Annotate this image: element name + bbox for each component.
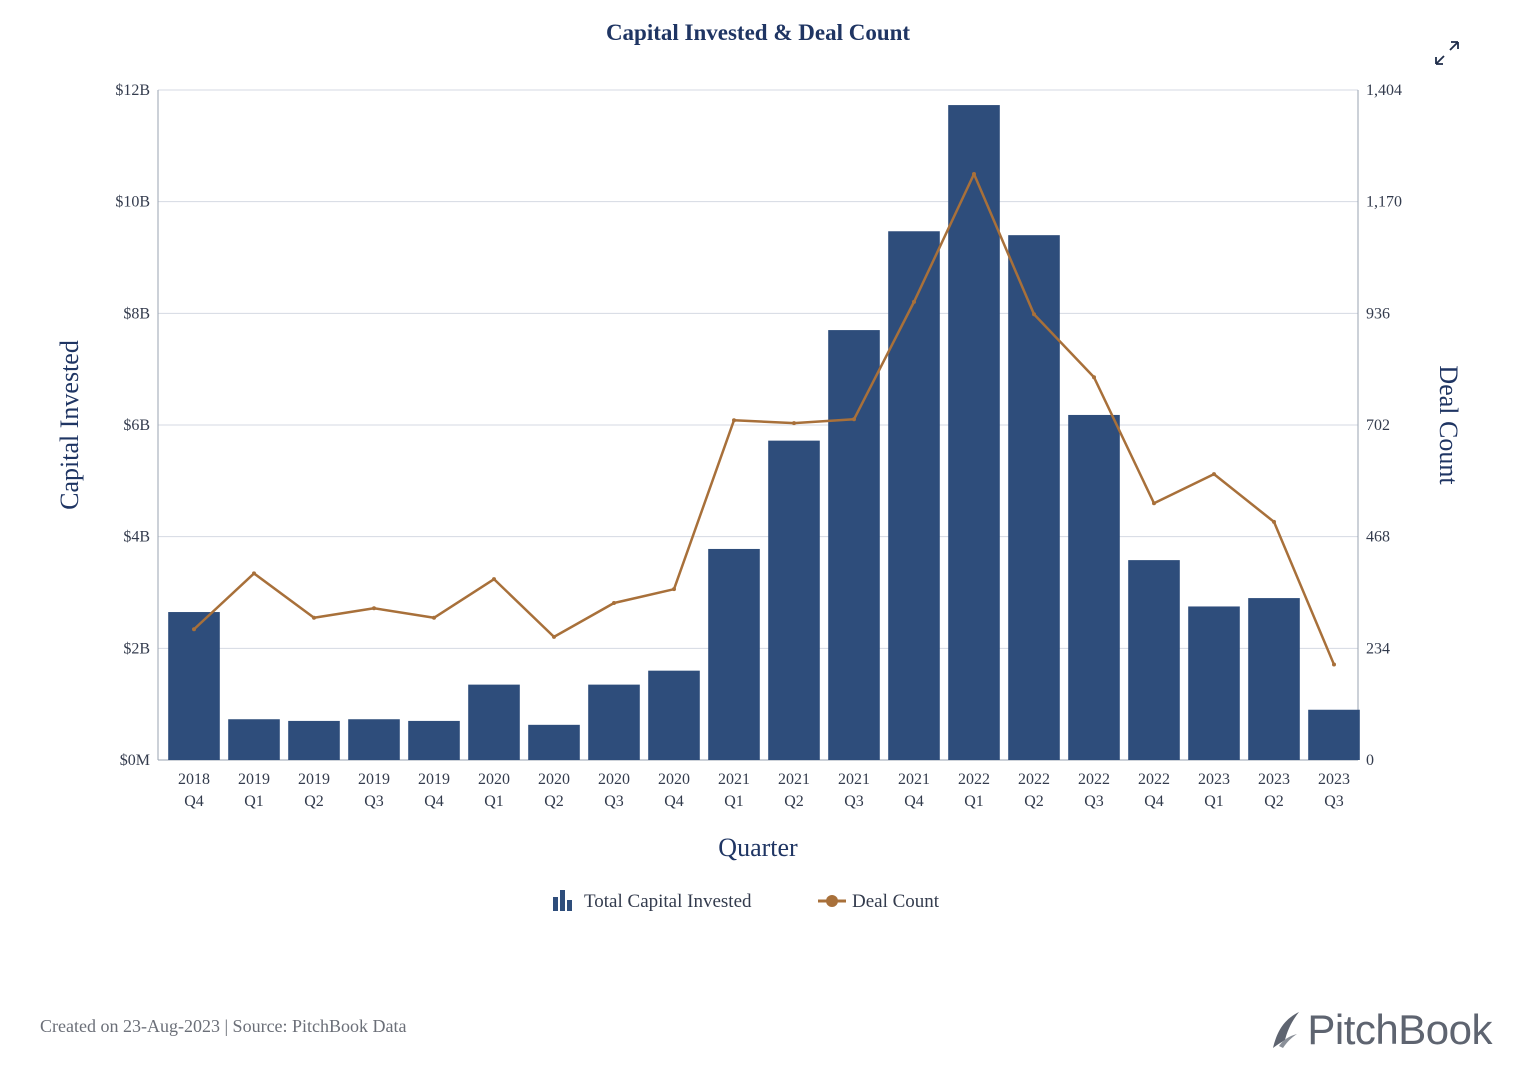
y2-tick-label: 1,404 bbox=[1366, 82, 1402, 99]
bar[interactable] bbox=[708, 548, 760, 760]
deal-count-point[interactable] bbox=[552, 634, 556, 639]
x-axis-ticks: 2018 Q4 2019 Q1 2019 Q2 2019 Q3 2019 Q4 2020 Q1 2020… bbox=[178, 771, 1350, 810]
x-tick-label: 2022 Q1 bbox=[958, 771, 990, 810]
bar[interactable] bbox=[408, 720, 460, 760]
y2-tick-label: 468 bbox=[1366, 529, 1390, 546]
x-tick-label: 2021 Q3 bbox=[838, 771, 870, 810]
y2-tick-label: 1,170 bbox=[1366, 194, 1402, 211]
x-tick-label: 2021 Q1 bbox=[718, 771, 750, 810]
x-tick-label: 2023 Q2 bbox=[1258, 771, 1290, 810]
x-tick-label: 2020 Q1 bbox=[478, 771, 510, 810]
deal-count-point[interactable] bbox=[1272, 519, 1276, 524]
x-tick-label: 2020 Q2 bbox=[538, 771, 570, 810]
bar[interactable] bbox=[1248, 598, 1300, 760]
bar[interactable] bbox=[1308, 709, 1360, 760]
x-axis-title: Quarter bbox=[718, 833, 798, 862]
bar[interactable] bbox=[168, 612, 220, 760]
legend-label-deal-count: Deal Count bbox=[852, 891, 940, 912]
deal-count-point[interactable] bbox=[912, 299, 916, 304]
y2-tick-label: 936 bbox=[1366, 305, 1390, 322]
x-tick-label: 2020 Q4 bbox=[658, 771, 690, 810]
x-tick-label: 2023 Q3 bbox=[1318, 771, 1350, 810]
y-tick-label: $8B bbox=[123, 305, 150, 322]
deal-count-point[interactable] bbox=[732, 418, 736, 423]
expand-icon[interactable] bbox=[1434, 40, 1460, 66]
legend: Total Capital Invested Deal Count bbox=[553, 890, 940, 912]
deal-count-point[interactable] bbox=[792, 421, 796, 426]
chart-canvas: Capital Invested & Deal Count $0M$2B$4B$… bbox=[55, 20, 1463, 912]
y-tick-label: $4B bbox=[123, 529, 150, 546]
y-tick-label: $10B bbox=[115, 194, 150, 211]
x-tick-label: 2020 Q3 bbox=[598, 771, 630, 810]
bar[interactable] bbox=[1188, 606, 1240, 760]
legend-item-capital[interactable]: Total Capital Invested bbox=[553, 890, 752, 912]
y-tick-label: $6B bbox=[123, 417, 150, 434]
x-tick-label: 2019 Q2 bbox=[298, 771, 330, 810]
deal-count-point[interactable] bbox=[612, 600, 616, 605]
deal-count-point[interactable] bbox=[252, 571, 256, 576]
deal-count-point[interactable] bbox=[672, 587, 676, 592]
bar[interactable] bbox=[828, 330, 880, 760]
deal-count-point[interactable] bbox=[492, 577, 496, 582]
x-tick-label: 2022 Q2 bbox=[1018, 771, 1050, 810]
bar[interactable] bbox=[468, 684, 520, 760]
deal-count-point[interactable] bbox=[1212, 472, 1216, 477]
right-axis-ticks: 0 234 468 702 936 1,170 1,404 bbox=[1366, 82, 1402, 769]
grid-lines bbox=[157, 89, 1359, 761]
x-tick-label: 2019 Q4 bbox=[418, 771, 450, 810]
bar[interactable] bbox=[948, 105, 1000, 760]
y-tick-label: $0M bbox=[120, 752, 150, 769]
x-tick-label: 2023 Q1 bbox=[1198, 771, 1230, 810]
bar[interactable] bbox=[288, 720, 340, 760]
bar-chart-icon bbox=[553, 890, 572, 911]
bar[interactable] bbox=[228, 719, 280, 760]
deal-count-line bbox=[193, 172, 1336, 666]
bar[interactable] bbox=[528, 724, 580, 760]
bar[interactable] bbox=[768, 440, 820, 760]
deal-count-point[interactable] bbox=[972, 171, 976, 176]
x-tick-label: 2019 Q3 bbox=[358, 771, 390, 810]
bar[interactable] bbox=[1008, 235, 1060, 760]
deal-count-point[interactable] bbox=[1092, 375, 1096, 380]
footer-note: Created on 23-Aug-2023 | Source: PitchBo… bbox=[40, 1016, 407, 1036]
chart-title: Capital Invested & Deal Count bbox=[606, 20, 910, 45]
line-series bbox=[192, 171, 1336, 667]
y-tick-label: $2B bbox=[123, 640, 150, 657]
x-tick-label: 2022 Q4 bbox=[1138, 771, 1170, 810]
x-tick-label: 2019 Q1 bbox=[238, 771, 270, 810]
x-tick-label: 2021 Q2 bbox=[778, 771, 810, 810]
y2-axis-title: Deal Count bbox=[1434, 365, 1463, 485]
bar[interactable] bbox=[1068, 414, 1120, 760]
brand-logo: PitchBook bbox=[1269, 1006, 1492, 1054]
legend-item-deal-count[interactable]: Deal Count bbox=[818, 891, 940, 912]
y-tick-label: $12B bbox=[115, 82, 150, 99]
bar[interactable] bbox=[1128, 560, 1180, 760]
deal-count-point[interactable] bbox=[192, 627, 196, 632]
deal-count-point[interactable] bbox=[852, 417, 856, 422]
deal-count-point[interactable] bbox=[1152, 501, 1156, 506]
bar[interactable] bbox=[888, 231, 940, 761]
x-tick-label: 2018 Q4 bbox=[178, 771, 210, 810]
deal-count-point[interactable] bbox=[1332, 662, 1336, 667]
x-tick-label: 2022 Q3 bbox=[1078, 771, 1110, 810]
deal-count-point[interactable] bbox=[372, 606, 376, 611]
brand-name: PitchBook bbox=[1307, 1006, 1492, 1053]
deal-count-point[interactable] bbox=[432, 615, 436, 620]
left-axis-ticks: $0M $2B $4B $6B $8B $10B $12B bbox=[115, 82, 150, 769]
deal-count-point[interactable] bbox=[1032, 312, 1036, 317]
y2-tick-label: 702 bbox=[1366, 417, 1390, 434]
y2-tick-label: 0 bbox=[1366, 752, 1374, 769]
line-marker-icon bbox=[818, 895, 846, 907]
bar[interactable] bbox=[348, 719, 400, 760]
bar-series bbox=[168, 105, 1360, 761]
x-tick-label: 2021 Q4 bbox=[898, 771, 930, 810]
bar[interactable] bbox=[648, 670, 700, 760]
bar[interactable] bbox=[588, 684, 640, 760]
deal-count-point[interactable] bbox=[312, 615, 316, 620]
y-axis-title: Capital Invested bbox=[55, 340, 84, 510]
pitchbook-logo-icon bbox=[1273, 1012, 1300, 1048]
y2-tick-label: 234 bbox=[1366, 640, 1390, 657]
legend-label-capital: Total Capital Invested bbox=[584, 891, 752, 912]
